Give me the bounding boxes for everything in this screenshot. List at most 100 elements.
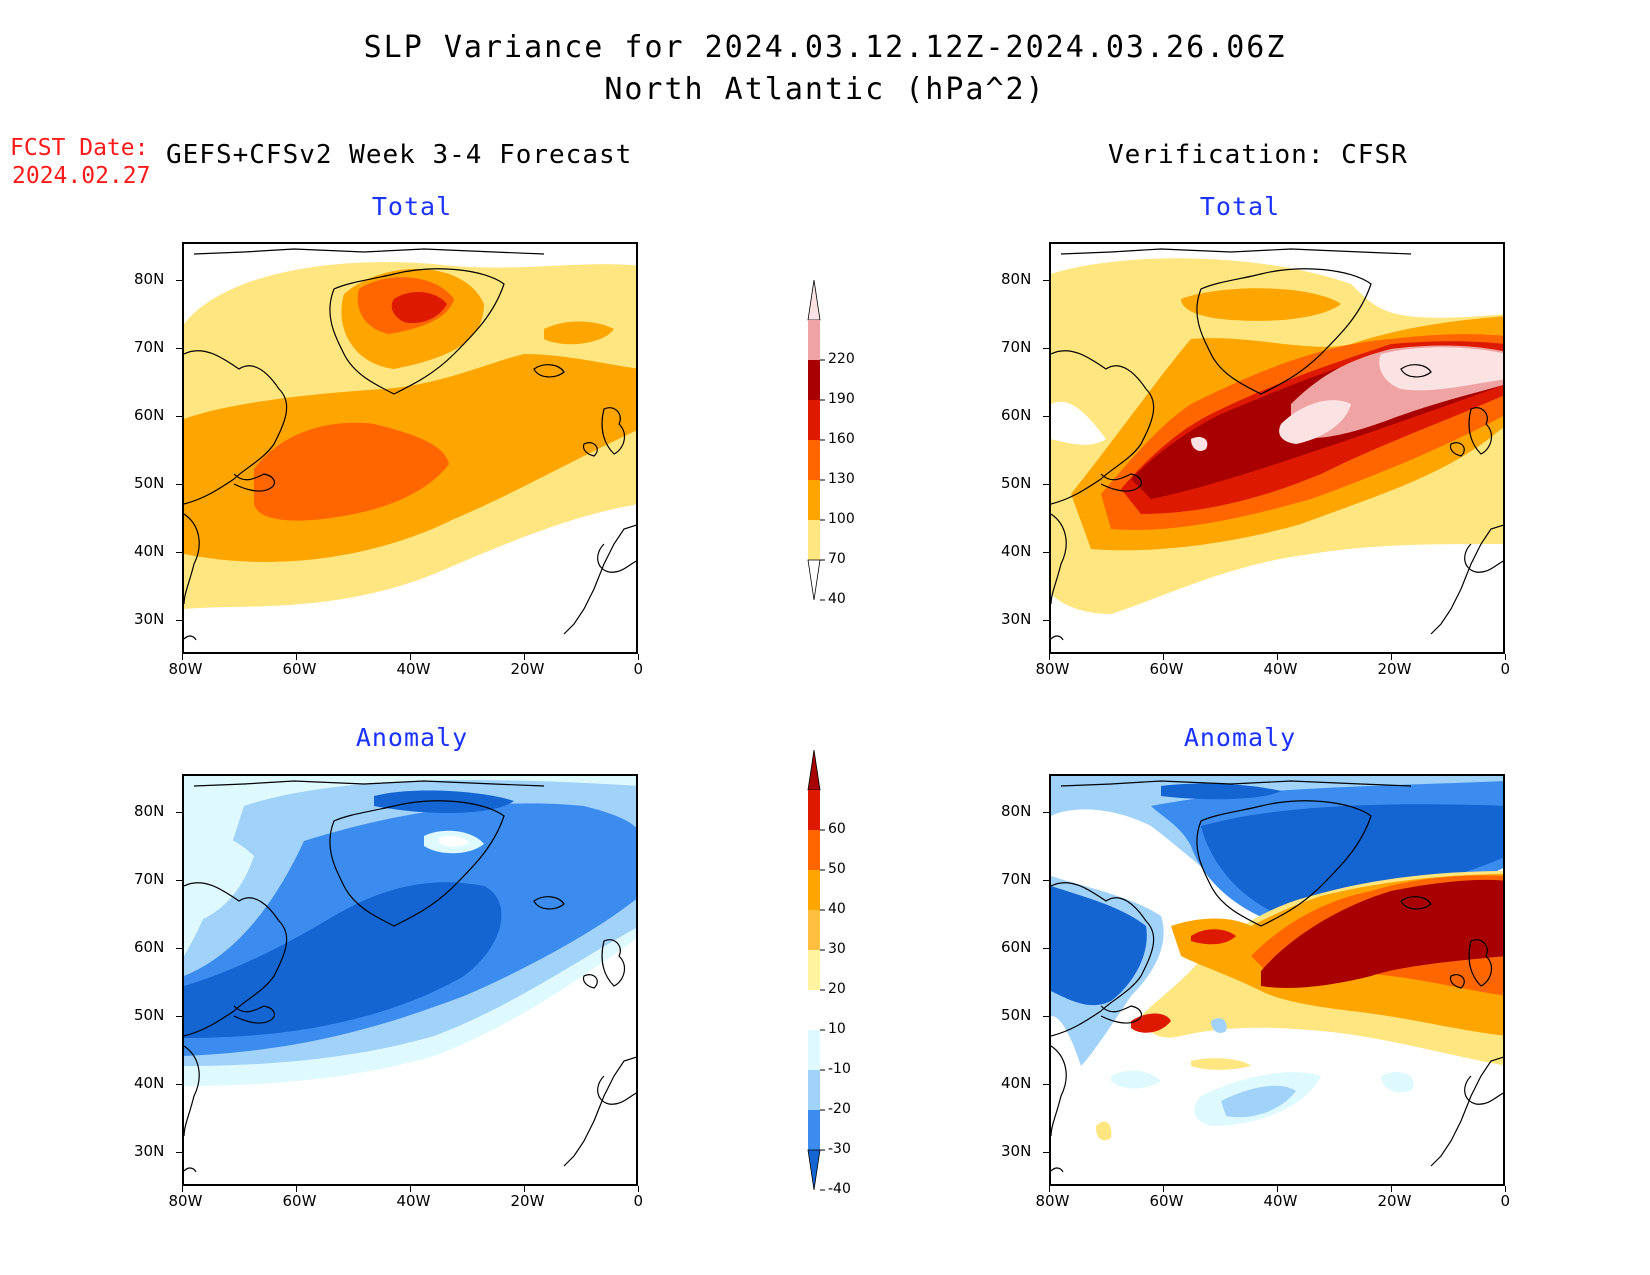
lat-tick-mark bbox=[1043, 280, 1049, 281]
lat-tick-label: 60N bbox=[134, 938, 165, 956]
lon-tick-label: 40W bbox=[396, 660, 431, 678]
colorbar-swatch bbox=[808, 400, 820, 440]
lon-tick-label: 40W bbox=[396, 1192, 431, 1210]
lon-tick-mark bbox=[296, 1186, 297, 1192]
lon-tick-label: 80W bbox=[168, 660, 203, 678]
lat-tick-label: 80N bbox=[134, 270, 165, 288]
lat-tick-mark bbox=[176, 812, 182, 813]
colorbar-anomaly bbox=[807, 750, 825, 1191]
lon-tick-mark bbox=[410, 1186, 411, 1192]
lon-tick-mark bbox=[182, 1186, 183, 1192]
lat-tick-mark bbox=[176, 1016, 182, 1017]
colorbar-label: -40 bbox=[828, 1181, 851, 1197]
lat-tick-mark bbox=[176, 348, 182, 349]
lat-tick-mark bbox=[1043, 620, 1049, 621]
lon-tick-mark bbox=[638, 1186, 639, 1192]
lat-tick-mark bbox=[176, 880, 182, 881]
forecast-total-map bbox=[182, 242, 638, 654]
left-column-title: GEFS+CFSv2 Week 3-4 Forecast bbox=[166, 140, 633, 170]
colorbar-label: 130 bbox=[828, 471, 855, 487]
colorbar-bottom-arrow bbox=[807, 559, 821, 601]
lon-tick-label: 40W bbox=[1263, 660, 1298, 678]
colorbar-swatch bbox=[808, 830, 820, 870]
colorbar-label: -10 bbox=[828, 1061, 851, 1077]
lat-tick-mark bbox=[1043, 484, 1049, 485]
lat-tick-mark bbox=[176, 1152, 182, 1153]
lon-tick-mark bbox=[1163, 654, 1164, 660]
verification-total-title: Total bbox=[1199, 192, 1281, 221]
lon-tick-label: 20W bbox=[510, 1192, 545, 1210]
lat-tick-label: 60N bbox=[1001, 406, 1032, 424]
colorbar-swatch bbox=[808, 990, 820, 1030]
colorbar-label: 30 bbox=[828, 941, 846, 957]
lon-tick-label: 60W bbox=[282, 660, 317, 678]
colorbar-bottom-arrow bbox=[807, 1149, 821, 1191]
colorbar-label: 70 bbox=[828, 551, 846, 567]
lat-tick-label: 60N bbox=[1001, 938, 1032, 956]
lon-tick-label: 0 bbox=[1500, 660, 1511, 678]
lat-tick-label: 70N bbox=[1001, 338, 1032, 356]
lat-tick-label: 50N bbox=[134, 1006, 165, 1024]
lat-tick-label: 80N bbox=[134, 802, 165, 820]
lat-tick-mark bbox=[1043, 552, 1049, 553]
colorbar-swatch bbox=[808, 910, 820, 950]
colorbar-swatch bbox=[808, 480, 820, 520]
lat-tick-mark bbox=[176, 1084, 182, 1085]
colorbar-label: 20 bbox=[828, 981, 846, 997]
lon-tick-mark bbox=[182, 654, 183, 660]
lon-tick-label: 20W bbox=[1377, 1192, 1412, 1210]
lon-tick-label: 80W bbox=[1035, 660, 1070, 678]
colorbar-label: -20 bbox=[828, 1101, 851, 1117]
lat-tick-label: 40N bbox=[134, 1074, 165, 1092]
lat-tick-mark bbox=[176, 416, 182, 417]
forecast-anomaly-title: Anomaly bbox=[355, 723, 469, 752]
lat-tick-label: 50N bbox=[1001, 1006, 1032, 1024]
lon-tick-mark bbox=[1163, 1186, 1164, 1192]
lat-tick-label: 30N bbox=[134, 610, 165, 628]
colorbar-top-arrow bbox=[807, 750, 821, 791]
lat-tick-label: 40N bbox=[1001, 542, 1032, 560]
colorbar-label: 190 bbox=[828, 391, 855, 407]
lat-tick-label: 60N bbox=[134, 406, 165, 424]
colorbar-swatch bbox=[808, 870, 820, 910]
colorbar-label: 50 bbox=[828, 861, 846, 877]
colorbar-swatch bbox=[808, 1070, 820, 1110]
lon-tick-label: 40W bbox=[1263, 1192, 1298, 1210]
lat-tick-mark bbox=[176, 552, 182, 553]
lon-tick-label: 80W bbox=[168, 1192, 203, 1210]
lat-tick-mark bbox=[176, 280, 182, 281]
lat-tick-mark bbox=[176, 620, 182, 621]
lat-tick-mark bbox=[176, 948, 182, 949]
colorbar-label: 10 bbox=[828, 1021, 846, 1037]
lat-tick-label: 50N bbox=[1001, 474, 1032, 492]
lon-tick-label: 20W bbox=[510, 660, 545, 678]
colorbar-label: 220 bbox=[828, 351, 855, 367]
lat-tick-label: 70N bbox=[134, 870, 165, 888]
lat-tick-mark bbox=[1043, 812, 1049, 813]
lon-tick-label: 60W bbox=[1149, 1192, 1184, 1210]
lat-tick-label: 30N bbox=[1001, 1142, 1032, 1160]
right-column-title: Verification: CFSR bbox=[1108, 140, 1408, 170]
lat-tick-label: 70N bbox=[134, 338, 165, 356]
lon-tick-mark bbox=[1277, 654, 1278, 660]
fcst-label: FCST Date: bbox=[10, 135, 149, 161]
verification-total-map bbox=[1049, 242, 1505, 654]
verification-anomaly-title: Anomaly bbox=[1183, 723, 1297, 752]
forecast-anomaly-map bbox=[182, 774, 638, 1186]
colorbar-label: 100 bbox=[828, 511, 855, 527]
lon-tick-mark bbox=[1391, 654, 1392, 660]
colorbar-swatch bbox=[808, 950, 820, 990]
lat-tick-mark bbox=[1043, 948, 1049, 949]
colorbar-swatch bbox=[808, 440, 820, 480]
lat-tick-mark bbox=[1043, 348, 1049, 349]
colorbar-label: 40 bbox=[828, 591, 846, 607]
lat-tick-label: 30N bbox=[1001, 610, 1032, 628]
lon-tick-mark bbox=[524, 654, 525, 660]
lon-tick-label: 0 bbox=[1500, 1192, 1511, 1210]
lat-tick-label: 80N bbox=[1001, 270, 1032, 288]
fcst-date: 2024.02.27 bbox=[12, 163, 151, 189]
forecast-total-title: Total bbox=[371, 192, 453, 221]
lon-tick-label: 0 bbox=[633, 1192, 644, 1210]
lon-tick-mark bbox=[524, 1186, 525, 1192]
colorbar-swatch bbox=[808, 360, 820, 400]
